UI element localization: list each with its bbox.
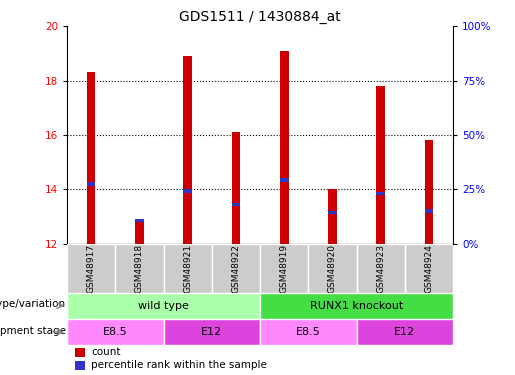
Text: count: count [91, 347, 121, 357]
Bar [376, 86, 385, 244]
Bar [280, 178, 288, 182]
Text: GSM48920: GSM48920 [328, 244, 337, 292]
Text: RUNX1 knockout: RUNX1 knockout [310, 301, 403, 310]
Text: GSM48918: GSM48918 [135, 244, 144, 292]
Text: E8.5: E8.5 [103, 327, 128, 337]
Bar [425, 141, 434, 244]
Text: E8.5: E8.5 [296, 327, 321, 337]
Bar [328, 211, 337, 214]
Bar [163, 319, 260, 345]
Text: E12: E12 [201, 327, 222, 337]
Bar [183, 189, 192, 192]
Bar [356, 244, 405, 292]
Bar [163, 244, 212, 292]
Bar [376, 192, 385, 195]
Bar [425, 209, 434, 213]
Bar [308, 244, 356, 292]
Text: percentile rank within the sample: percentile rank within the sample [91, 360, 267, 370]
Bar [280, 51, 288, 244]
Text: development stage: development stage [0, 326, 65, 336]
Text: GSM48917: GSM48917 [87, 244, 96, 292]
Title: GDS1511 / 1430884_at: GDS1511 / 1430884_at [179, 10, 341, 24]
Bar [115, 244, 163, 292]
Bar [260, 319, 356, 345]
Text: E12: E12 [394, 327, 416, 337]
Bar [87, 72, 95, 244]
Bar [212, 244, 260, 292]
Bar [75, 348, 85, 357]
Bar [405, 244, 453, 292]
Bar [232, 202, 241, 206]
Bar [356, 319, 453, 345]
Text: GSM48923: GSM48923 [376, 244, 385, 292]
Bar [260, 292, 453, 319]
Text: wild type: wild type [138, 301, 189, 310]
Bar [67, 292, 260, 319]
Bar [135, 219, 144, 244]
Bar [328, 189, 337, 244]
Text: GSM48919: GSM48919 [280, 244, 289, 292]
Bar [260, 244, 308, 292]
Text: GSM48922: GSM48922 [231, 244, 241, 292]
Text: GSM48924: GSM48924 [424, 244, 434, 292]
Bar [75, 361, 85, 370]
Bar [87, 182, 95, 186]
Bar [135, 219, 144, 222]
Text: genotype/variation: genotype/variation [0, 299, 65, 309]
Bar [67, 319, 163, 345]
Text: GSM48921: GSM48921 [183, 244, 192, 292]
Bar [183, 56, 192, 244]
Bar [67, 244, 115, 292]
Bar [232, 132, 241, 244]
